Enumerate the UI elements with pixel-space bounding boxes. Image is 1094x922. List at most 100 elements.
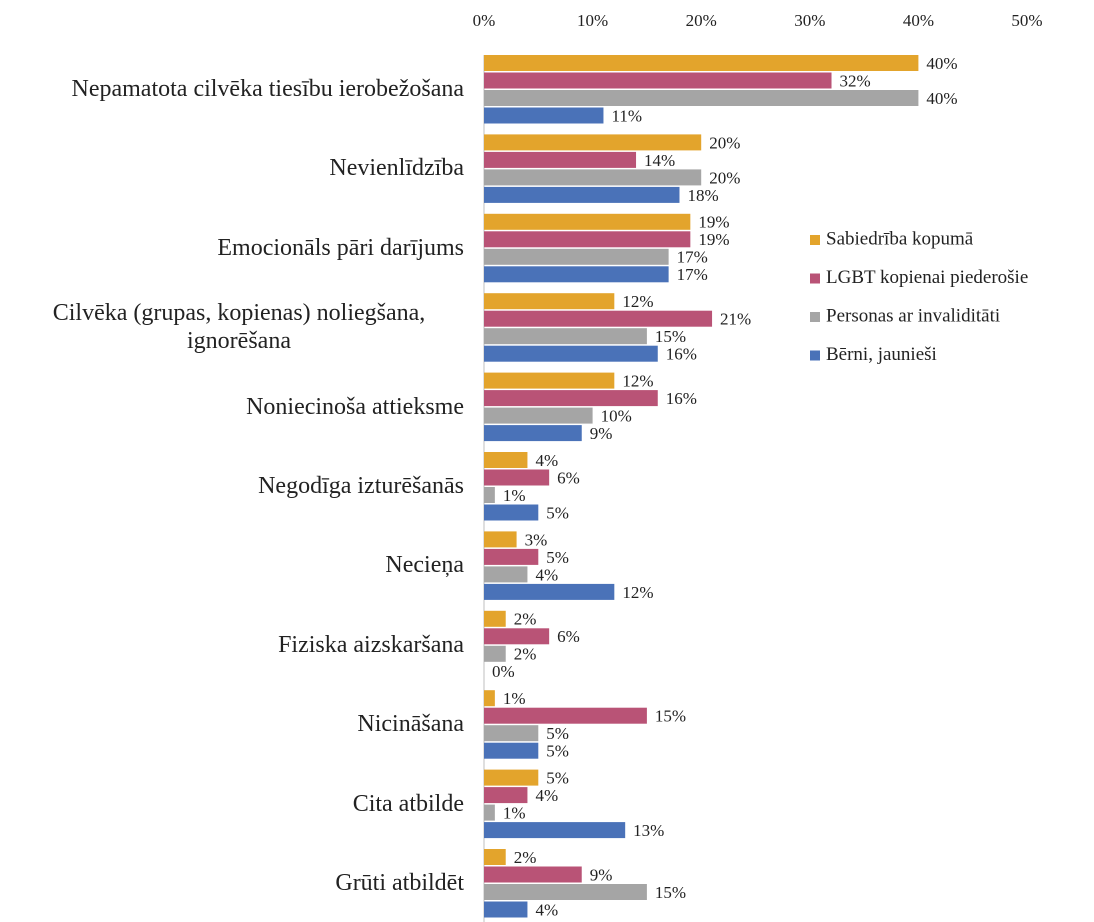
x-tick-label: 20% <box>686 11 717 30</box>
x-tick-label: 0% <box>473 11 496 30</box>
data-label: 2% <box>514 848 537 867</box>
bar <box>484 690 495 707</box>
bar <box>484 90 919 106</box>
data-label: 5% <box>546 724 569 743</box>
bar <box>484 769 539 786</box>
data-label: 3% <box>525 530 548 549</box>
data-label: 4% <box>535 565 558 584</box>
x-tick-label: 50% <box>1011 11 1042 30</box>
bar <box>484 345 658 362</box>
category-label: Fiziska aizskaršana <box>278 631 464 658</box>
data-label: 5% <box>546 548 569 567</box>
data-label: 13% <box>633 821 664 840</box>
data-label: 20% <box>709 133 740 152</box>
bar <box>484 328 647 345</box>
bar <box>484 72 832 89</box>
legend-label: LGBT kopienai piederošie <box>826 267 1028 288</box>
data-label: 15% <box>655 327 686 346</box>
legend-swatch <box>810 312 820 322</box>
bar <box>484 504 539 521</box>
data-label: 16% <box>666 345 697 364</box>
bar <box>484 231 691 248</box>
legend-label: Personas ar invaliditāti <box>826 305 1000 326</box>
data-label: 19% <box>698 213 729 232</box>
bar <box>484 407 593 424</box>
data-label: 11% <box>611 106 642 125</box>
bar <box>484 169 702 186</box>
bar <box>484 884 647 900</box>
data-label: 5% <box>546 742 569 761</box>
data-label: 15% <box>655 707 686 726</box>
bar <box>484 742 539 759</box>
data-label: 20% <box>709 168 740 187</box>
data-label: 12% <box>622 292 653 311</box>
data-label: 17% <box>677 265 708 284</box>
bar <box>484 248 669 265</box>
legend-swatch <box>810 235 820 245</box>
bar <box>484 822 626 839</box>
category-label: Noniecinoša attieksme <box>246 393 464 420</box>
data-label: 16% <box>666 389 697 408</box>
x-tick-label: 40% <box>903 11 934 30</box>
data-label: 14% <box>644 151 675 170</box>
bar <box>484 266 669 283</box>
bar <box>484 583 615 600</box>
bar <box>484 425 582 442</box>
bar <box>484 866 582 883</box>
data-label: 4% <box>535 900 558 919</box>
category-label: Nicināšana <box>357 711 464 738</box>
data-label: 4% <box>535 451 558 470</box>
bar <box>484 548 539 565</box>
data-label: 19% <box>698 230 729 249</box>
category-label: Necieņa <box>385 552 464 579</box>
data-label: 1% <box>503 804 526 823</box>
data-label: 5% <box>546 503 569 522</box>
data-label: 32% <box>840 71 871 90</box>
category-label: Grūti atbildēt <box>335 870 464 896</box>
bar <box>484 787 528 804</box>
data-label: 40% <box>926 54 957 73</box>
data-label: 1% <box>503 486 526 505</box>
category-label: Nepamatota cilvēka tiesību ierobežošana <box>71 76 465 102</box>
bar <box>484 469 550 486</box>
legend-swatch <box>810 350 820 361</box>
data-label: 21% <box>720 310 751 329</box>
category-label: Cilvēka (grupas, kopienas) noliegšana, i… <box>52 300 426 355</box>
bar <box>484 610 506 627</box>
data-label: 12% <box>622 372 653 391</box>
data-label: 2% <box>514 610 537 629</box>
bar <box>484 310 713 327</box>
bar <box>484 134 702 151</box>
data-label: 15% <box>655 883 686 902</box>
x-tick-label: 30% <box>794 11 825 30</box>
data-label: 5% <box>546 769 569 788</box>
data-label: 2% <box>514 645 537 664</box>
data-label: 1% <box>503 689 526 708</box>
bar <box>484 151 637 168</box>
bar <box>484 804 495 821</box>
bar <box>484 293 615 310</box>
bar <box>484 566 528 583</box>
bar <box>484 186 680 203</box>
x-tick-label: 10% <box>577 11 608 30</box>
bar <box>484 901 528 918</box>
bar <box>484 628 550 645</box>
category-label: Negodīga izturēšanās <box>258 473 464 499</box>
bar <box>484 487 495 503</box>
data-label: 40% <box>926 89 957 108</box>
bar <box>484 390 658 407</box>
bar <box>484 531 517 548</box>
bar <box>484 645 506 662</box>
category-label: Nevienlīdzība <box>329 155 464 182</box>
data-label: 6% <box>557 627 580 646</box>
legend-swatch <box>810 273 820 284</box>
bar <box>484 849 506 865</box>
bar <box>484 707 647 724</box>
legend-label: Bērni, jaunieši <box>826 344 937 365</box>
data-label: 9% <box>590 865 613 884</box>
data-label: 9% <box>590 424 613 443</box>
data-label: 12% <box>622 583 653 602</box>
bar <box>484 55 919 71</box>
